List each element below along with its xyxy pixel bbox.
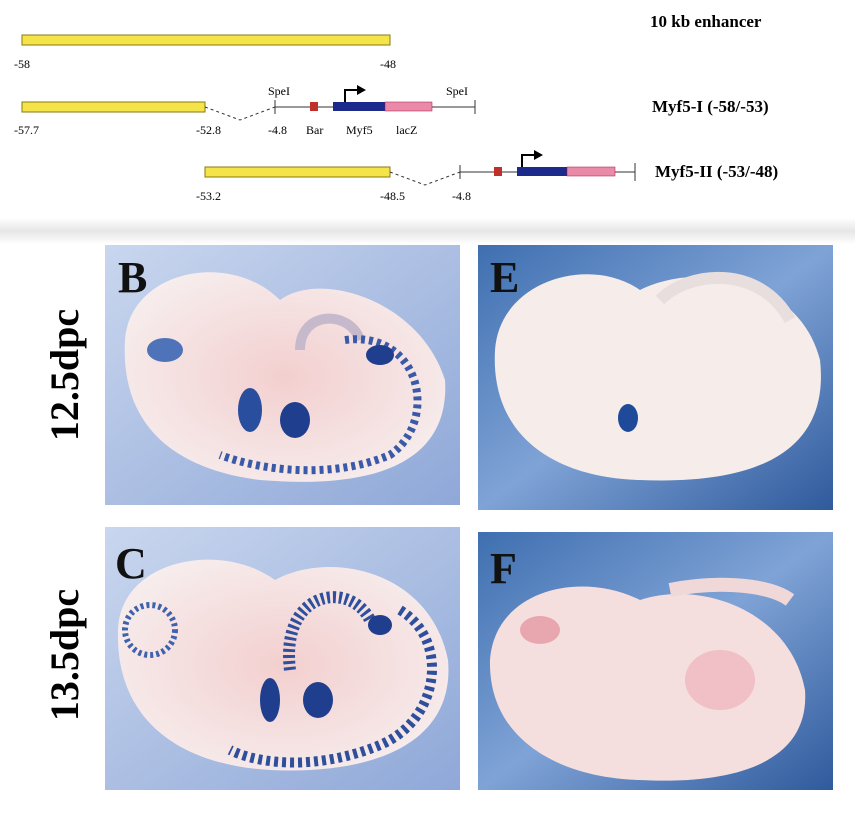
somites [218,335,422,475]
enhancer-bar [21,101,206,113]
stain [238,388,262,432]
coord-label: -48.5 [380,189,405,203]
row-label: 12.5dpc [42,309,87,441]
pigment [685,650,755,710]
myf5-gene [333,102,385,111]
stain [303,682,333,718]
tail [655,271,796,324]
deletion [204,106,276,121]
element-label: Myf5 [346,123,373,137]
coord-label: -57.7 [14,123,39,137]
panel-letter: C [115,539,147,588]
tail [295,313,365,351]
coord-label: -48 [380,57,396,71]
stain [618,404,638,432]
row-label: 13.5dpc [42,589,87,721]
lacz [384,101,433,112]
coord-label: -58 [14,57,30,71]
myf5-gene [517,167,567,176]
construct-title: 10 kb enhancer [650,12,762,31]
enhancer-bar [204,166,391,178]
embryo [494,274,821,481]
coord-label: -4.8 [452,189,471,203]
lacz [566,166,616,177]
coord-label: -4.8 [268,123,287,137]
embryo [489,586,806,781]
enhancer-bar [21,34,391,46]
photo-panel: F [478,532,833,790]
photo-panel: C [105,527,460,790]
stain [147,338,183,362]
promoter-arrow [521,154,535,167]
arrowhead [357,85,366,95]
bar-element [310,102,318,111]
bar-element [494,167,502,176]
arrowhead [534,150,543,160]
panel-letter: F [490,544,517,593]
stain [368,615,392,635]
construct-title: Myf5-II (-53/-48) [655,162,778,181]
deletion [389,171,461,186]
stain [122,602,178,658]
separator [0,218,855,244]
pigment [520,616,560,644]
photo-panel: B [105,245,460,505]
coord-label: -53.2 [196,189,221,203]
tail [668,577,795,606]
construct-title: Myf5-I (-58/-53) [652,97,769,116]
panel-letter: B [118,253,147,302]
element-label: lacZ [396,123,417,137]
photo-panel: E [478,245,833,510]
tail [283,591,376,671]
somites [227,605,437,768]
stain [260,678,280,722]
stain [280,402,310,438]
element-label: Bar [306,123,323,137]
site-label: SpeI [268,84,290,98]
coord-label: -52.8 [196,123,221,137]
panel-letter: E [490,253,519,302]
stain [366,345,394,365]
embryo [124,272,446,482]
site-label: SpeI [446,84,468,98]
promoter-arrow [344,89,358,102]
